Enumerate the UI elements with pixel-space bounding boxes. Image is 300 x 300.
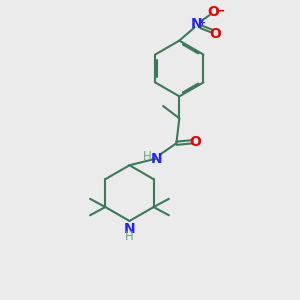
Text: H: H: [143, 150, 152, 163]
Text: O: O: [190, 135, 201, 149]
Text: N: N: [151, 152, 162, 166]
Text: +: +: [198, 18, 206, 27]
Text: −: −: [214, 4, 225, 17]
Text: N: N: [191, 17, 203, 32]
Text: O: O: [209, 27, 221, 41]
Text: O: O: [207, 5, 219, 19]
Text: N: N: [124, 222, 135, 236]
Text: H: H: [125, 230, 134, 243]
